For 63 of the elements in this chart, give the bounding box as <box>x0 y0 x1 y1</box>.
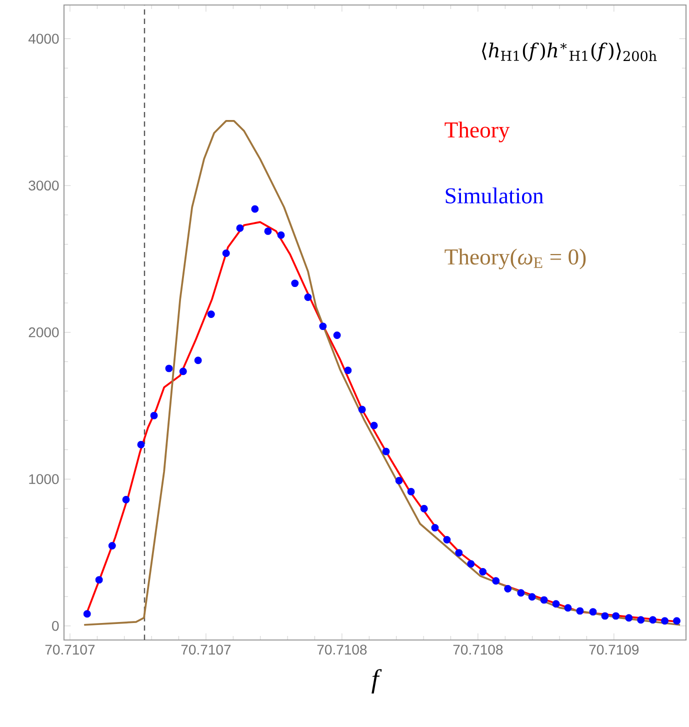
point <box>637 616 645 624</box>
point <box>467 560 475 568</box>
point <box>649 616 657 624</box>
point <box>304 294 312 301</box>
point <box>540 596 548 604</box>
y-tick-label: 4000 <box>28 34 59 44</box>
line-series <box>83 120 681 626</box>
point <box>291 280 299 288</box>
x-tick-label: 70.7107 <box>181 644 231 655</box>
point <box>673 617 680 625</box>
point <box>552 600 560 608</box>
point <box>194 356 202 364</box>
point <box>370 422 378 430</box>
point <box>443 536 451 544</box>
point <box>358 406 366 414</box>
text: Theory <box>444 122 510 142</box>
point <box>504 585 512 593</box>
x-tick-label: 70.7109 <box>589 644 639 655</box>
point <box>122 496 130 504</box>
point <box>277 231 285 239</box>
x-tick-label: 70.7108 <box>453 644 503 655</box>
y-tick-label: 3000 <box>28 180 59 191</box>
point <box>137 440 145 448</box>
chart-title: ⟨h$_{H1}$(f)h$^{∗}$$_{H1}$(f)⟩$_{200h}$ <box>482 42 657 62</box>
point <box>264 227 272 235</box>
point <box>251 205 259 213</box>
point <box>179 368 187 376</box>
point <box>83 610 91 618</box>
y-tick-label: 2000 <box>28 327 59 338</box>
point <box>165 364 173 372</box>
text: Theory(ω$_{E}$ = 0) <box>444 248 586 270</box>
point <box>382 448 390 456</box>
y-tick-label: 1000 <box>29 474 59 484</box>
point <box>207 310 215 318</box>
point <box>236 224 244 232</box>
x-axis-title: f <box>372 669 382 694</box>
point <box>344 366 352 374</box>
point <box>564 604 572 612</box>
point <box>407 488 415 496</box>
point <box>455 549 463 557</box>
point <box>528 593 536 601</box>
point <box>517 589 525 597</box>
point <box>108 542 116 550</box>
text: Simulation <box>446 188 544 204</box>
point <box>420 504 428 512</box>
point <box>625 614 633 622</box>
point <box>95 576 103 584</box>
point <box>589 608 597 616</box>
point <box>479 568 487 576</box>
point <box>601 612 609 620</box>
point <box>395 476 403 484</box>
point <box>576 607 584 615</box>
point <box>319 322 327 330</box>
point <box>492 577 500 585</box>
point <box>431 524 439 532</box>
point <box>661 617 669 625</box>
point <box>150 412 158 420</box>
point <box>333 332 341 339</box>
x-tick-label: 70.7108 <box>317 644 367 655</box>
x-tick-label: 70.7107 <box>45 644 95 655</box>
y-tick-label: 0 <box>52 620 59 631</box>
point <box>222 249 230 257</box>
point <box>612 612 620 620</box>
